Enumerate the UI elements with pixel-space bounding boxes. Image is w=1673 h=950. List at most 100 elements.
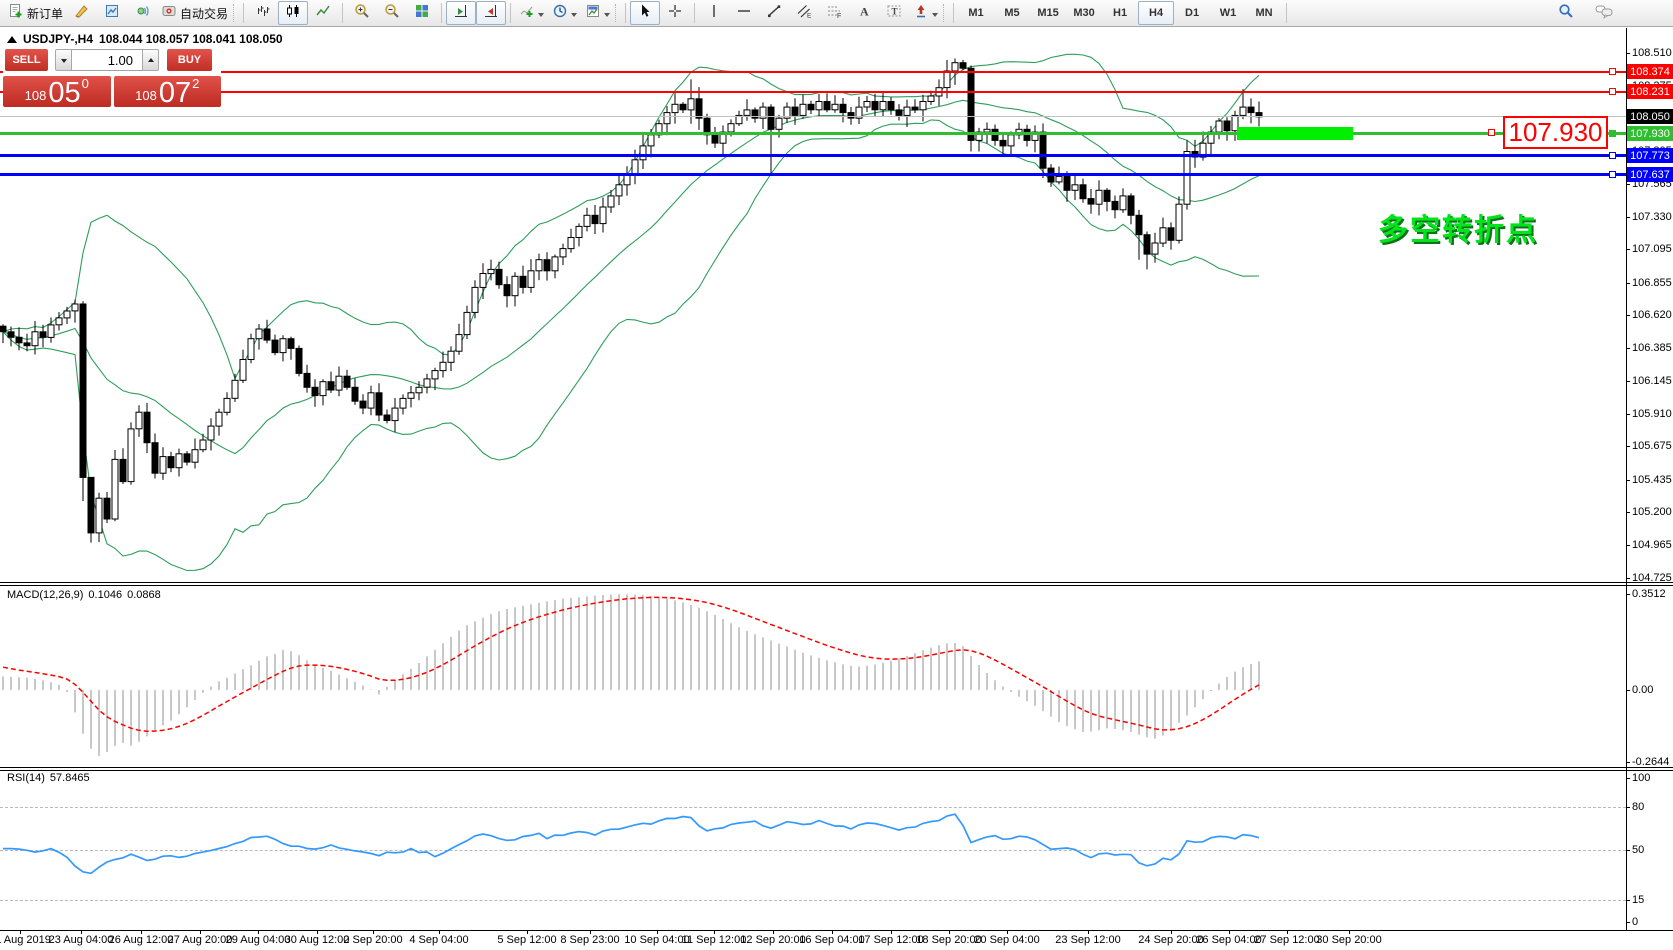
green-highlight-rectangle[interactable] xyxy=(1237,127,1353,140)
bar-chart-button[interactable] xyxy=(248,1,278,25)
buy-price-main: 07 xyxy=(158,77,192,109)
time-axis-label: 27 Aug 20:00 xyxy=(167,934,233,946)
chart-profile-icon xyxy=(104,3,120,24)
candlestick-chart-icon xyxy=(285,3,301,24)
price-tick-mark xyxy=(1626,348,1630,349)
templates-button[interactable] xyxy=(581,1,614,25)
tile-windows-button[interactable] xyxy=(407,1,437,25)
trendline-icon xyxy=(766,3,782,24)
horizontal-price-line-107.637[interactable] xyxy=(0,173,1626,176)
price-axis-line[interactable] xyxy=(1626,28,1627,930)
new-order-icon xyxy=(8,3,24,24)
price-callout-box[interactable]: 107.930 xyxy=(1503,116,1608,149)
search-button[interactable] xyxy=(1551,1,1581,25)
pane-separator[interactable] xyxy=(0,582,1673,583)
volume-input[interactable]: 1.00 xyxy=(72,49,142,71)
sell-button[interactable]: SELL xyxy=(5,49,48,71)
timeframe-m30[interactable]: M30 xyxy=(1073,7,1095,19)
horizontal-line-button[interactable] xyxy=(729,1,759,25)
turning-point-annotation[interactable]: 多空转折点 xyxy=(1378,214,1538,247)
horizontal-price-line-107.773[interactable] xyxy=(0,154,1626,157)
macd-name: MACD(12,26,9) xyxy=(7,589,84,601)
vertical-line-button[interactable] xyxy=(699,1,729,25)
zoom-in-button[interactable] xyxy=(347,1,377,25)
timeframe-mn[interactable]: MN xyxy=(1255,7,1273,19)
buy-button[interactable]: BUY xyxy=(167,49,212,71)
autotrade-button[interactable]: 自动交易 xyxy=(157,1,232,25)
line-chart-button[interactable] xyxy=(308,1,338,25)
rsi-tick-mark xyxy=(1626,850,1630,851)
chart-profile-button[interactable] xyxy=(97,1,127,25)
equidistant-channel-icon: E xyxy=(796,3,812,24)
horizontal-price-line-108.231[interactable] xyxy=(0,91,1626,93)
crosshair-button[interactable] xyxy=(660,1,690,25)
chat-button[interactable] xyxy=(1589,1,1619,25)
timeframe-m15[interactable]: M15 xyxy=(1037,7,1059,19)
zoom-out-button[interactable] xyxy=(377,1,407,25)
line-anchor-square[interactable] xyxy=(1609,152,1616,159)
pane-separator[interactable] xyxy=(0,767,1673,768)
horizontal-price-line-107.930[interactable] xyxy=(0,132,1626,135)
cursor-button[interactable] xyxy=(630,1,661,25)
timeframe-m1[interactable]: M1 xyxy=(968,7,984,19)
price-tick-mark xyxy=(1626,283,1630,284)
line-anchor-square[interactable] xyxy=(1609,88,1616,95)
arrows-button[interactable] xyxy=(909,1,942,25)
text-label-button[interactable]: T xyxy=(879,1,909,25)
auto-scroll-button[interactable] xyxy=(446,1,477,25)
line-anchor-square[interactable] xyxy=(1609,130,1616,137)
indicators-button[interactable] xyxy=(515,1,548,25)
time-axis-label: 21 Aug 2019 xyxy=(0,934,51,946)
volume-increase-button[interactable] xyxy=(142,49,159,71)
pane-separator[interactable] xyxy=(0,770,1673,771)
candlestick-chart-button[interactable] xyxy=(278,1,309,25)
periods-button[interactable] xyxy=(548,1,581,25)
macd-histogram xyxy=(2,594,1260,756)
text-button[interactable]: A xyxy=(849,1,879,25)
volume-decrease-button[interactable] xyxy=(55,49,72,71)
price-tick-mark xyxy=(1626,414,1630,415)
price-tick-mark xyxy=(1626,315,1630,316)
new-order-button[interactable]: 新订单 xyxy=(4,1,67,25)
price-tick-label: 105.675 xyxy=(1632,440,1672,452)
timeframe-d1[interactable]: D1 xyxy=(1185,7,1200,19)
price-tick-mark xyxy=(1626,446,1630,447)
alerts-button[interactable] xyxy=(127,1,157,25)
price-line-tag-108.050: 108.050 xyxy=(1627,109,1673,124)
buy-price-display[interactable]: 108 07 2 xyxy=(113,76,221,109)
callout-anchor-square[interactable] xyxy=(1488,129,1495,136)
time-axis-line[interactable] xyxy=(0,930,1673,931)
chart-ohlc-readout: 108.044 108.057 108.041 108.050 xyxy=(99,32,283,46)
price-tick-mark xyxy=(1626,381,1630,382)
equidistant-channel-button[interactable]: E xyxy=(789,1,819,25)
collapse-panel-icon[interactable] xyxy=(7,35,17,43)
price-tick-label: 105.910 xyxy=(1632,408,1672,420)
line-anchor-square[interactable] xyxy=(1609,171,1616,178)
horizontal-price-line-108.374[interactable] xyxy=(0,71,1626,73)
chart-shift-button[interactable] xyxy=(476,1,507,25)
sell-price-main: 05 xyxy=(48,77,81,109)
search-icon xyxy=(1558,3,1574,24)
line-anchor-square[interactable] xyxy=(1609,68,1616,75)
one-click-trade-panel: SELL 1.00 BUY 108 05 0 108 07 2 xyxy=(3,49,221,108)
time-axis-tick xyxy=(20,930,21,934)
timeframe-h4[interactable]: H4 xyxy=(1138,1,1175,25)
crosshair-icon xyxy=(667,3,683,24)
pane-separator[interactable] xyxy=(0,585,1673,586)
fibonacci-button[interactable]: F xyxy=(819,1,849,25)
trendline-button[interactable] xyxy=(759,1,789,25)
toolbar-grip xyxy=(943,4,946,22)
horizontal-price-line-108.050[interactable] xyxy=(0,116,1626,117)
timeframe-m5[interactable]: M5 xyxy=(1004,7,1020,19)
timeframe-h1[interactable]: H1 xyxy=(1113,7,1128,19)
price-line-tag-108.374: 108.374 xyxy=(1627,64,1673,79)
time-axis-tick xyxy=(891,930,892,934)
crayon-button[interactable] xyxy=(67,1,97,25)
macd-tick-mark xyxy=(1626,762,1630,763)
sell-price-display[interactable]: 108 05 0 xyxy=(3,76,111,109)
macd-tick-mark xyxy=(1626,594,1630,595)
new-order-label: 新订单 xyxy=(27,6,64,21)
main-toolbar: 新订单 自动交易 xyxy=(0,0,1673,27)
timeframe-w1[interactable]: W1 xyxy=(1219,7,1237,19)
